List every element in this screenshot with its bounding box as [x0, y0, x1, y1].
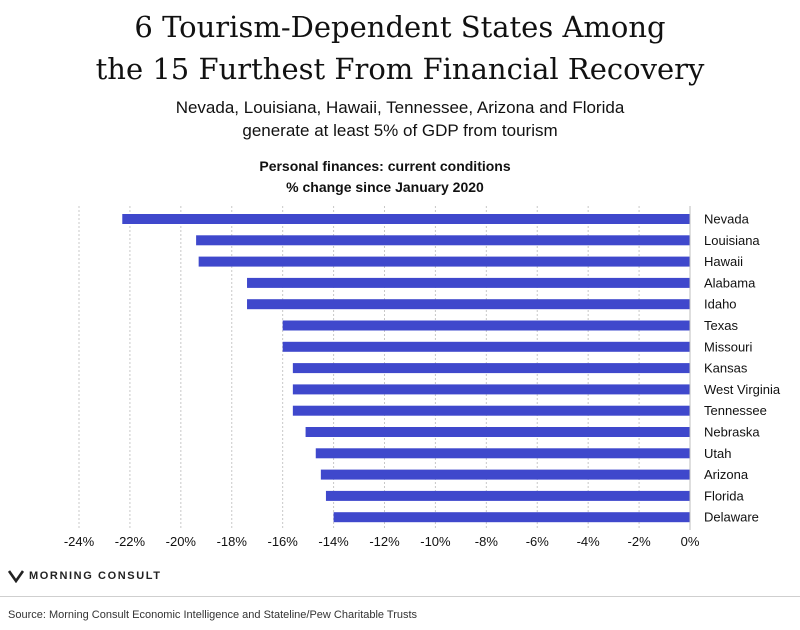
- x-tick-label: -18%: [217, 534, 248, 549]
- bar-west-virginia: [292, 384, 690, 395]
- subtitle-line-2: generate at least 5% of GDP from tourism: [242, 121, 558, 140]
- morning-consult-logo-icon: [8, 570, 24, 583]
- chart-subtitle: Nevada, Louisiana, Hawaii, Tennessee, Ar…: [0, 96, 800, 142]
- bar-alabama: [247, 277, 690, 288]
- category-label: Nevada: [704, 212, 750, 227]
- bar-tennessee: [292, 405, 690, 416]
- category-label: Hawaii: [704, 254, 743, 269]
- x-tick-label: -14%: [318, 534, 349, 549]
- chart-title-main: 6 Tourism-Dependent States Among the 15 …: [0, 6, 800, 90]
- logo-text: MORNING CONSULT: [29, 570, 162, 582]
- x-tick-label: -4%: [577, 534, 601, 549]
- x-tick-label: -20%: [166, 534, 197, 549]
- category-label: Tennessee: [704, 403, 767, 418]
- category-label: Nebraska: [704, 425, 760, 440]
- bar-nebraska: [305, 427, 690, 437]
- bar-texas: [282, 320, 690, 331]
- x-tick-label: 0%: [681, 534, 700, 549]
- bar-florida: [325, 490, 690, 501]
- subtitle-line-1: Nevada, Louisiana, Hawaii, Tennessee, Ar…: [175, 98, 625, 117]
- category-label: Missouri: [704, 339, 753, 354]
- title-line-1: 6 Tourism-Dependent States Among: [134, 10, 666, 44]
- category-label: Florida: [704, 488, 745, 503]
- x-tick-label: -24%: [64, 534, 95, 549]
- category-label: Texas: [704, 318, 738, 333]
- x-tick-label: -12%: [369, 534, 400, 549]
- x-tick-label: -10%: [420, 534, 451, 549]
- morning-consult-logo: MORNING CONSULT: [8, 568, 162, 584]
- category-label: Kansas: [704, 361, 748, 376]
- category-label: Alabama: [704, 275, 756, 290]
- bar-utah: [315, 448, 690, 459]
- bar-hawaii: [198, 256, 690, 267]
- source-note: Source: Morning Consult Economic Intelli…: [8, 609, 418, 621]
- bar-idaho: [247, 299, 690, 310]
- x-tick-label: -22%: [115, 534, 146, 549]
- bar-louisiana: [196, 235, 690, 246]
- category-label: Delaware: [704, 510, 759, 525]
- x-tick-label: -6%: [526, 534, 550, 549]
- title-line-2: the 15 Furthest From Financial Recovery: [95, 52, 705, 86]
- chart-heading: Personal finances: current conditions % …: [0, 156, 770, 198]
- bar-chart: Nevada Louisiana Hawaii Alabama Idaho Texas Mi…: [64, 206, 781, 549]
- bar-arizona: [320, 469, 690, 480]
- category-label: Idaho: [704, 297, 737, 312]
- category-label: Utah: [704, 446, 731, 461]
- x-tick-label: -8%: [475, 534, 499, 549]
- category-label: Louisiana: [704, 233, 760, 248]
- x-tick-label: -2%: [628, 534, 652, 549]
- bar-kansas: [292, 363, 690, 374]
- x-tick-label: -16%: [267, 534, 298, 549]
- chart-heading-line-2: % change since January 2020: [286, 179, 484, 195]
- bar-delaware: [333, 512, 690, 523]
- category-label: Arizona: [704, 467, 749, 482]
- footer-divider: [0, 596, 800, 597]
- bar-missouri: [282, 341, 690, 352]
- chart-heading-line-1: Personal finances: current conditions: [259, 158, 511, 174]
- bar-nevada: [122, 214, 690, 224]
- category-label: West Virginia: [704, 382, 781, 397]
